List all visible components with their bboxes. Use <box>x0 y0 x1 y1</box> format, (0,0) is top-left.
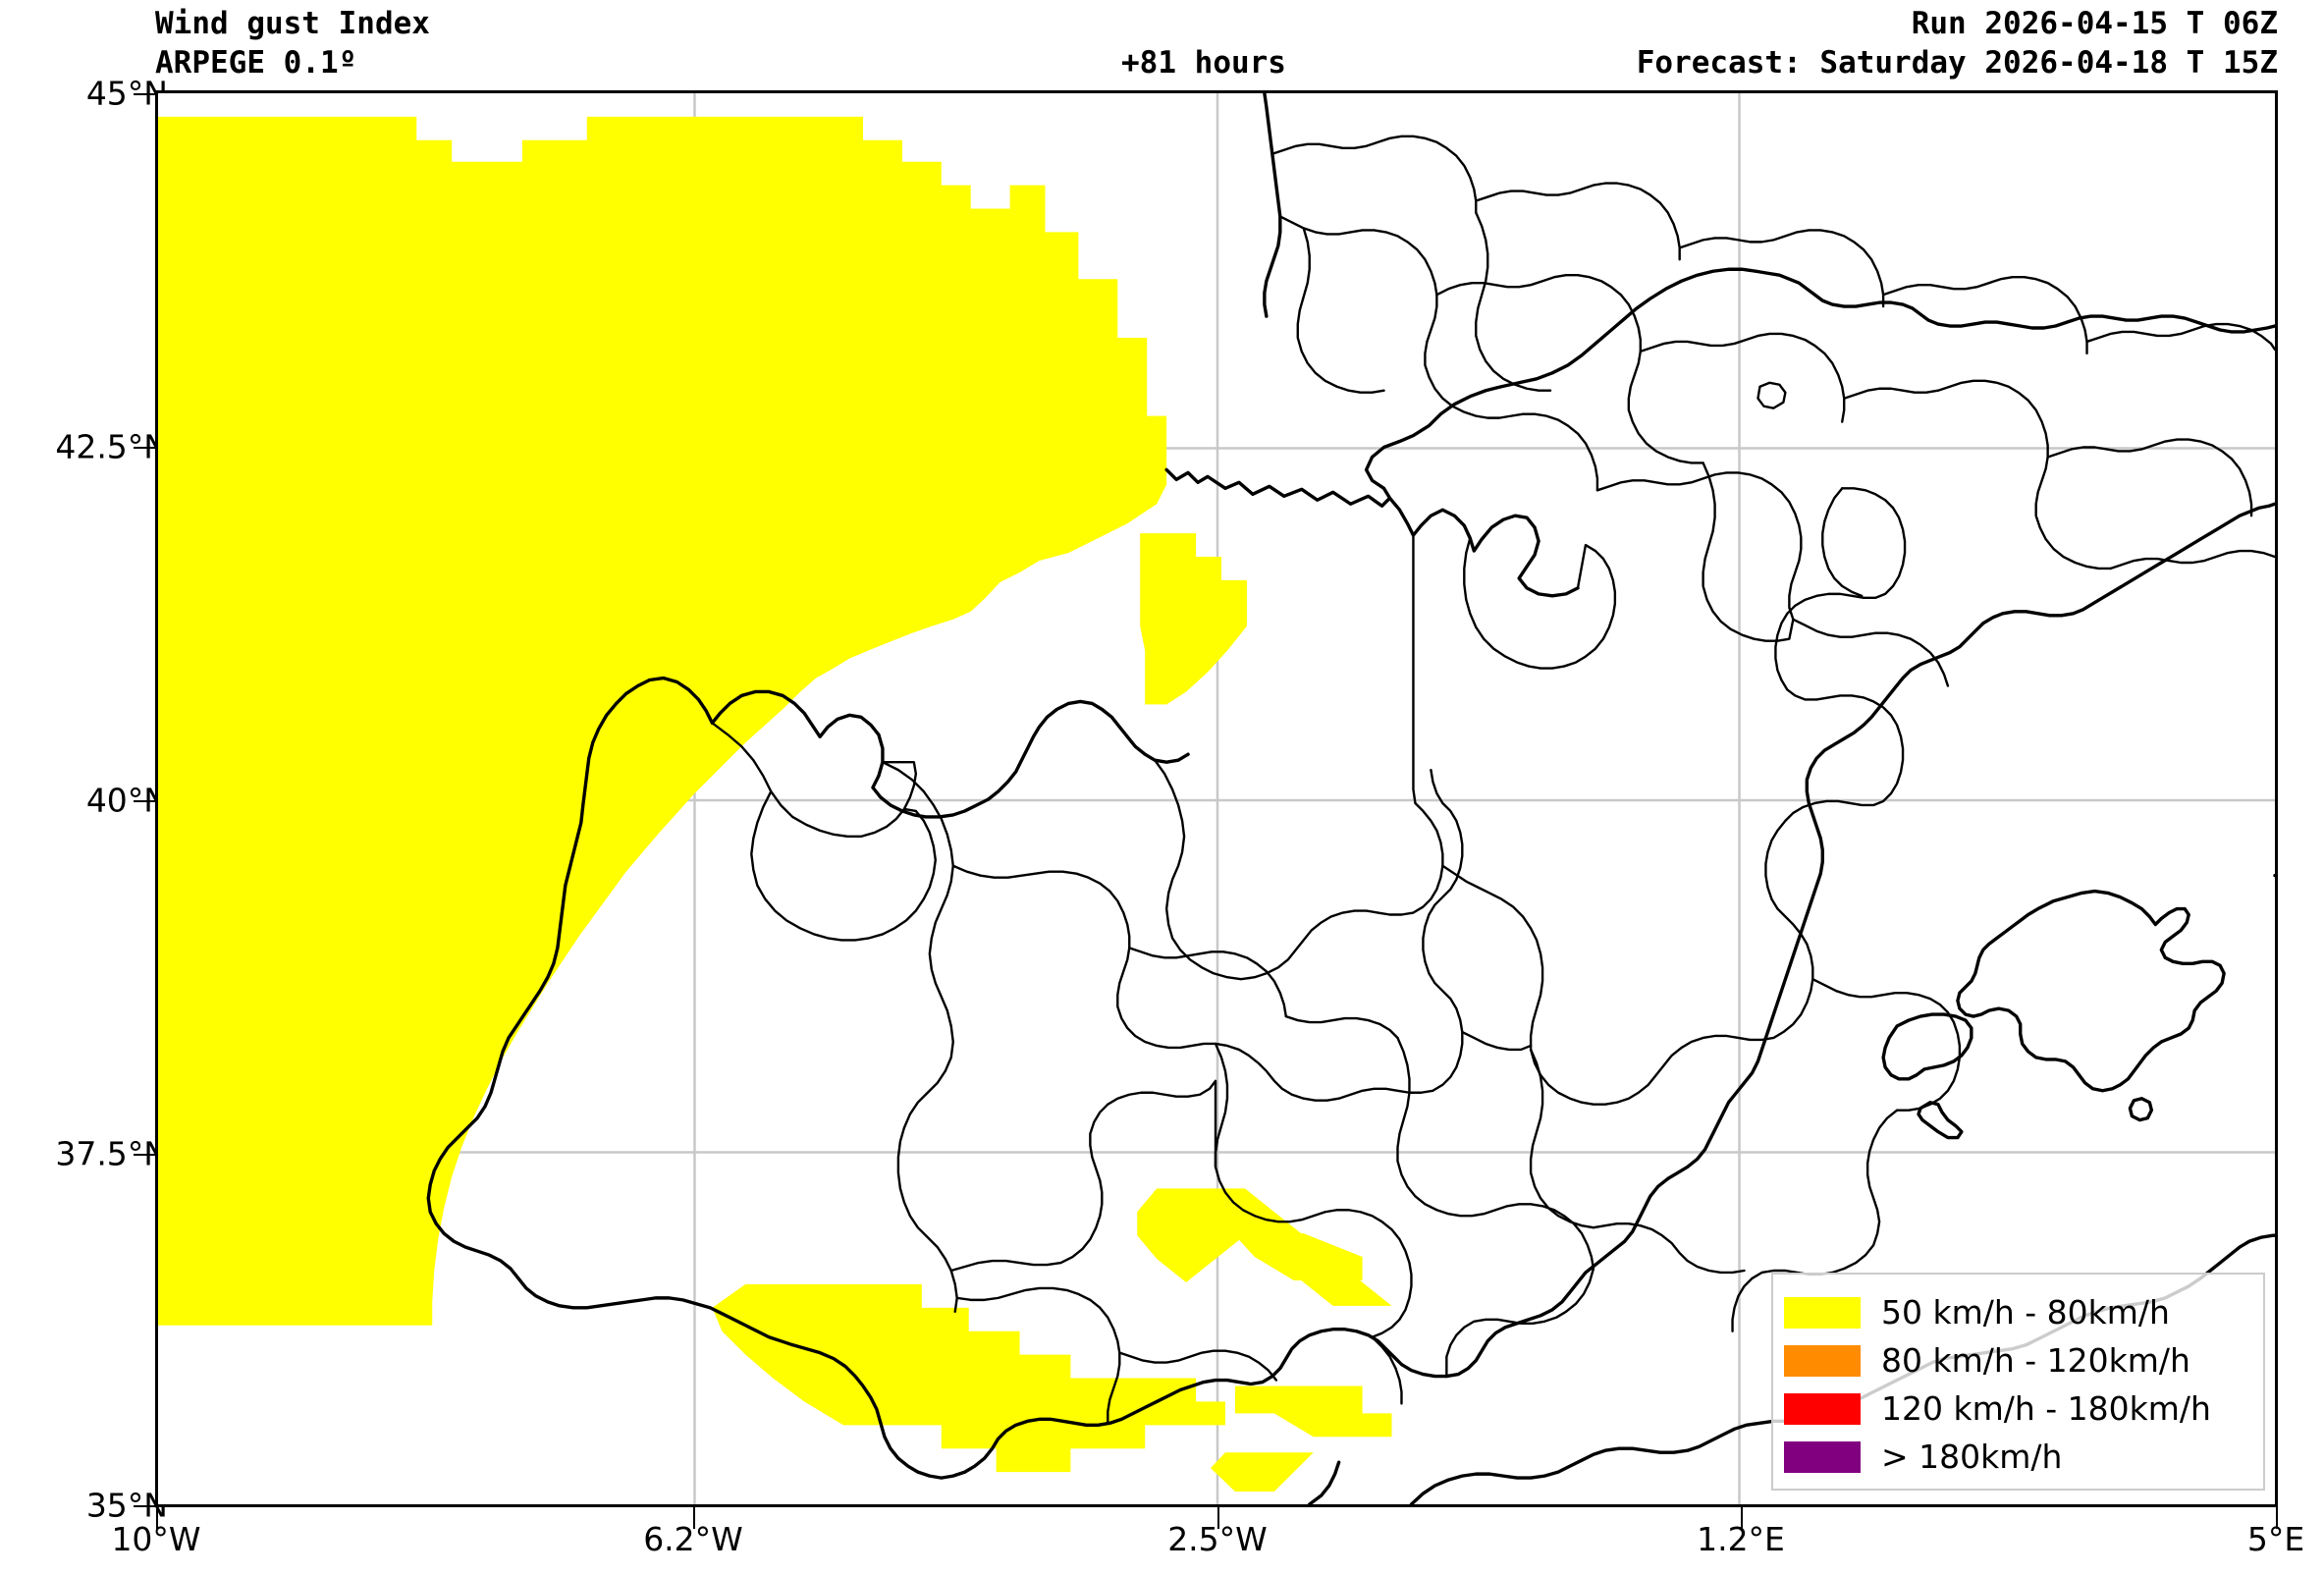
map-plot-area[interactable]: 50 km/h - 80km/h 80 km/h - 120km/h 120 k… <box>155 90 2278 1507</box>
y-tickmark <box>134 447 155 449</box>
legend-item[interactable]: 120 km/h - 180km/h <box>1773 1385 2263 1433</box>
x-axis-tick-label: 6.2°W <box>643 1520 743 1558</box>
legend-box[interactable]: 50 km/h - 80km/h 80 km/h - 120km/h 120 k… <box>1771 1273 2265 1491</box>
legend-swatch-80-120 <box>1784 1344 1861 1377</box>
gust-band-50-80-shading <box>158 116 1392 1493</box>
page-title: Wind gust Index <box>155 6 430 41</box>
admin-border-layer <box>711 135 2275 1425</box>
legend-item[interactable]: 80 km/h - 120km/h <box>1773 1336 2263 1385</box>
x-tickmark <box>693 1507 695 1529</box>
y-axis-tick-label: 37.5°N <box>55 1134 168 1173</box>
y-axis-tick-label: 40°N <box>85 781 168 820</box>
x-tickmark <box>1217 1507 1219 1529</box>
chart-header: Wind gust Index ARPEGE 0.1º +81 hours Ru… <box>0 0 2324 90</box>
legend-swatch-gt-180 <box>1784 1440 1861 1473</box>
y-tickmark <box>134 800 155 802</box>
x-axis-tick-label: 10°W <box>111 1520 201 1558</box>
x-tickmark <box>2276 1507 2278 1529</box>
y-tickmark <box>134 93 155 95</box>
y-tickmark <box>134 1505 155 1507</box>
legend-swatch-50-80 <box>1784 1296 1861 1329</box>
legend-label-50-80: 50 km/h - 80km/h <box>1881 1293 2170 1331</box>
lead-time-label: +81 hours <box>1121 45 1286 81</box>
x-tickmark <box>1741 1507 1743 1529</box>
y-axis-tick-label: 35°N <box>85 1486 168 1525</box>
x-tickmark <box>156 1507 158 1529</box>
legend-label-120-180: 120 km/h - 180km/h <box>1881 1389 2211 1428</box>
map-canvas <box>158 93 2275 1504</box>
legend-swatch-120-180 <box>1784 1392 1861 1425</box>
legend-item[interactable]: 50 km/h - 80km/h <box>1773 1288 2263 1336</box>
legend-item[interactable]: > 180km/h <box>1773 1433 2263 1481</box>
y-tickmark <box>134 1154 155 1156</box>
run-timestamp-label: Run 2026-04-15 T 06Z <box>1911 6 2278 41</box>
forecast-valid-label: Forecast: Saturday 2026-04-18 T 15Z <box>1636 45 2278 81</box>
y-axis-tick-label: 45°N <box>85 74 168 113</box>
legend-label-gt-180: > 180km/h <box>1881 1438 2063 1476</box>
y-axis-tick-label: 42.5°N <box>55 427 168 466</box>
legend-label-80-120: 80 km/h - 120km/h <box>1881 1341 2190 1380</box>
model-label: ARPEGE 0.1º <box>155 45 357 81</box>
